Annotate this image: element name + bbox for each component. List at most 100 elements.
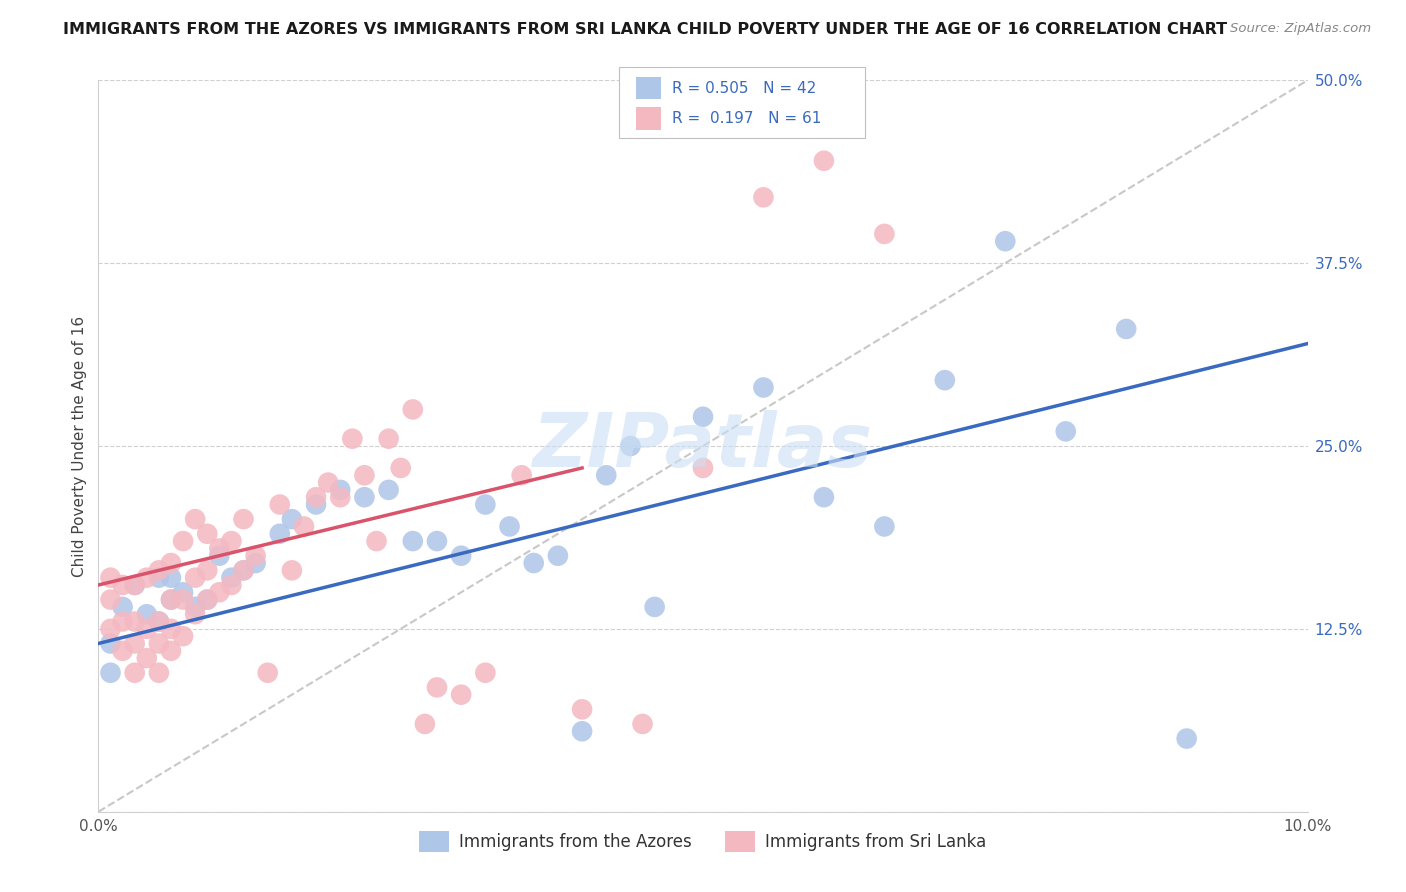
Point — [389, 461, 412, 475]
Point — [135, 651, 157, 665]
Point — [100, 665, 122, 680]
Point — [523, 556, 546, 570]
Point — [111, 644, 134, 658]
Point — [148, 615, 170, 629]
Point — [148, 615, 170, 629]
Point — [100, 622, 122, 636]
Point — [873, 519, 896, 533]
Point — [305, 498, 328, 512]
Point — [813, 153, 835, 168]
Point — [195, 592, 218, 607]
Point — [450, 688, 472, 702]
Point — [329, 483, 352, 497]
Point — [148, 665, 170, 680]
Point — [813, 490, 835, 504]
Point — [232, 563, 254, 577]
Point — [124, 578, 146, 592]
Point — [692, 461, 714, 475]
Point — [172, 585, 194, 599]
Text: R =  0.197   N = 61: R = 0.197 N = 61 — [672, 112, 821, 126]
Point — [413, 717, 436, 731]
Point — [195, 563, 218, 577]
Point — [160, 592, 183, 607]
Point — [692, 409, 714, 424]
Point — [450, 549, 472, 563]
Point — [281, 563, 304, 577]
Point — [934, 373, 956, 387]
Point — [160, 556, 183, 570]
Point — [135, 571, 157, 585]
Point — [269, 526, 291, 541]
Point — [644, 599, 666, 614]
Point — [510, 468, 533, 483]
Point — [474, 498, 496, 512]
Point — [124, 665, 146, 680]
Point — [232, 563, 254, 577]
Point — [426, 534, 449, 549]
Point — [100, 592, 122, 607]
Point — [184, 599, 207, 614]
Text: Source: ZipAtlas.com: Source: ZipAtlas.com — [1230, 22, 1371, 36]
Point — [305, 490, 328, 504]
Point — [269, 498, 291, 512]
Point — [184, 512, 207, 526]
Point — [1054, 425, 1077, 439]
Point — [595, 468, 617, 483]
Point — [402, 534, 425, 549]
Point — [160, 644, 183, 658]
Point — [111, 599, 134, 614]
Point — [208, 541, 231, 556]
Point — [111, 578, 134, 592]
Point — [571, 702, 593, 716]
Point — [474, 665, 496, 680]
Point — [148, 636, 170, 650]
Point — [1175, 731, 1198, 746]
Point — [172, 629, 194, 643]
Point — [752, 190, 775, 204]
Point — [184, 607, 207, 622]
Point — [402, 402, 425, 417]
Point — [245, 556, 267, 570]
Point — [172, 534, 194, 549]
Point — [245, 549, 267, 563]
Point — [232, 512, 254, 526]
Point — [873, 227, 896, 241]
Point — [221, 534, 243, 549]
Legend: Immigrants from the Azores, Immigrants from Sri Lanka: Immigrants from the Azores, Immigrants f… — [413, 824, 993, 858]
Point — [619, 439, 641, 453]
Text: R = 0.505   N = 42: R = 0.505 N = 42 — [672, 81, 817, 95]
Text: IMMIGRANTS FROM THE AZORES VS IMMIGRANTS FROM SRI LANKA CHILD POVERTY UNDER THE : IMMIGRANTS FROM THE AZORES VS IMMIGRANTS… — [63, 22, 1227, 37]
Point — [124, 636, 146, 650]
Point — [329, 490, 352, 504]
Point — [195, 592, 218, 607]
Point — [172, 592, 194, 607]
Text: ZIPatlas: ZIPatlas — [533, 409, 873, 483]
Point — [195, 526, 218, 541]
Point — [221, 578, 243, 592]
Point — [353, 490, 375, 504]
Point — [160, 571, 183, 585]
Point — [547, 549, 569, 563]
Point — [135, 622, 157, 636]
Point — [281, 512, 304, 526]
Point — [148, 571, 170, 585]
Point — [377, 483, 399, 497]
Point — [221, 571, 243, 585]
Point — [160, 622, 183, 636]
Point — [1115, 322, 1137, 336]
Point — [377, 432, 399, 446]
Point — [208, 549, 231, 563]
Point — [752, 380, 775, 394]
Point — [111, 615, 134, 629]
Point — [366, 534, 388, 549]
Point — [124, 615, 146, 629]
Point — [426, 681, 449, 695]
Point — [353, 468, 375, 483]
Point — [342, 432, 364, 446]
Point — [316, 475, 339, 490]
Point — [160, 592, 183, 607]
Point — [631, 717, 654, 731]
Point — [208, 585, 231, 599]
Point — [100, 636, 122, 650]
Y-axis label: Child Poverty Under the Age of 16: Child Poverty Under the Age of 16 — [72, 316, 87, 576]
